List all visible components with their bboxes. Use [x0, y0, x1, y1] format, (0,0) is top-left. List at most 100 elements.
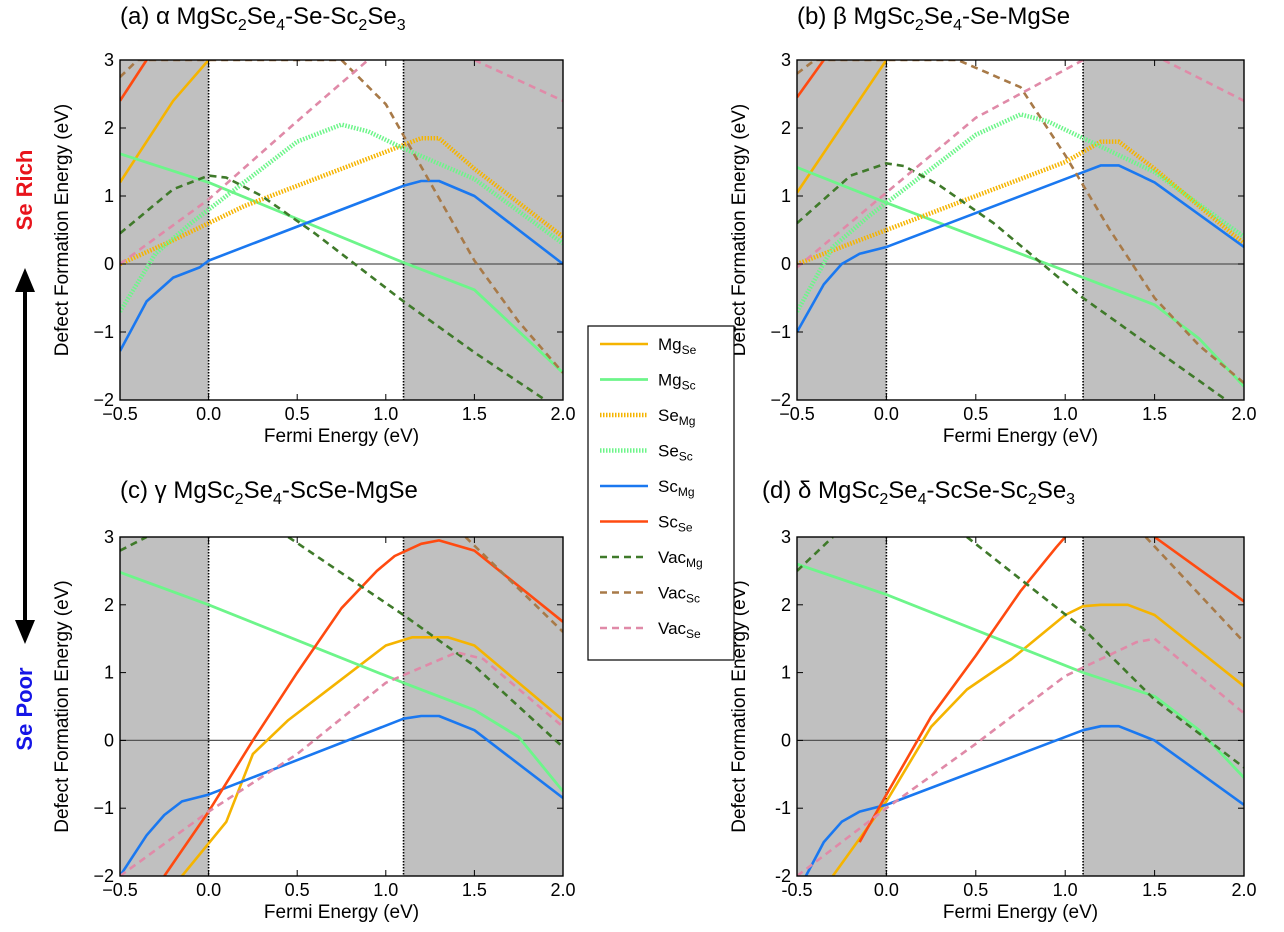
x-tick-label: −0.5: [779, 404, 815, 424]
panel-3: -0.5 0.0 0.5 1.0 1.5 2.0 -2 -1 0 1 2 3 Fermi Energy …: [729, 477, 1257, 923]
series-line-sc-mg: [120, 179, 563, 352]
y-tick-label: 1: [781, 663, 791, 683]
y-tick-label: −1: [93, 322, 114, 342]
y-tick-label: 1: [104, 186, 114, 206]
plot-frame: [796, 536, 1245, 877]
legend-label: ScSe: [658, 513, 693, 535]
series-line-se-sc: [120, 122, 563, 313]
x-tick-label: −0.5: [102, 880, 138, 900]
shaded-region: [797, 537, 887, 876]
x-tick-label: 1.0: [1053, 880, 1078, 900]
series-line-mg-se: [797, 60, 888, 194]
series-line-mg-se: [120, 60, 210, 184]
series-line-sc-se: [163, 539, 563, 876]
y-tick-label: −1: [93, 798, 114, 818]
arrow-head-up: [15, 268, 35, 292]
legend-item-vac-mg: VacMg: [600, 548, 703, 570]
y-tick-label: −2: [770, 390, 791, 410]
series-line-sc-se: [1153, 537, 1244, 603]
x-tick-label: 2.0: [1231, 404, 1256, 424]
x-tick-label: 0.0: [196, 880, 221, 900]
y-tick-label: −1: [770, 322, 791, 342]
series-line-sc-se: [797, 60, 825, 99]
panel-2: −0.5 0.0 0.5 1.0 1.5 2.0 −2 −1 0 1 2 3 Fermi Energy …: [52, 477, 576, 923]
y-tick-label: 0: [104, 254, 114, 274]
shaded-region: [403, 537, 563, 876]
x-tick-label: −0.5: [102, 404, 138, 424]
panel-title: (c) γ MgSc2Se4-ScSe-MgSe: [120, 477, 418, 508]
y-tick-label: 3: [781, 50, 791, 70]
legend-label: VacMg: [658, 548, 703, 570]
legend-label: MgSe: [658, 335, 697, 357]
y-axis-label: Defect Formation Energy (eV): [52, 580, 73, 832]
y-tick-label: −2: [93, 390, 114, 410]
legend-label: VacSe: [658, 619, 701, 641]
x-tick-label: 1.5: [1142, 404, 1167, 424]
x-axis-label: Fermi Energy (eV): [264, 426, 419, 447]
x-tick-label: 0.5: [285, 404, 310, 424]
plot-frame: [119, 536, 564, 877]
x-tick-label: 1.0: [373, 880, 398, 900]
series-line-vac-mg: [120, 174, 547, 400]
y-axis-label: Defect Formation Energy (eV): [729, 104, 750, 356]
panel-0: −0.5 0.0 0.5 1.0 1.5 2.0 −2 −1 0 1 2 3 Fermi Energy …: [52, 3, 576, 447]
x-tick-label: 0.5: [963, 880, 988, 900]
y-tick-label: 0: [781, 254, 791, 274]
x-tick-label: 2.0: [550, 404, 575, 424]
x-axis-label: Fermi Energy (eV): [943, 426, 1098, 447]
x-tick-label: 1.5: [462, 404, 487, 424]
y-tick-label: 3: [104, 527, 114, 547]
panel-title: (d) δ MgSc2Se4-ScSe-Sc2Se3: [762, 477, 1075, 508]
x-tick-label: -0.5: [781, 880, 812, 900]
series-line-vac-sc: [464, 537, 563, 633]
series-line-vac-se: [120, 650, 563, 876]
x-tick-label: 0.0: [874, 404, 899, 424]
y-tick-label: 0: [781, 730, 791, 750]
legend-label: SeMg: [658, 406, 695, 428]
series-line-vac-mg: [797, 162, 1227, 400]
shaded-region: [120, 60, 209, 400]
x-axis-label: Fermi Energy (eV): [943, 902, 1098, 923]
x-tick-label: 1.5: [462, 880, 487, 900]
series-group: [120, 60, 563, 400]
y-tick-label: -2: [775, 866, 791, 886]
y-tick-label: 2: [781, 595, 791, 615]
x-tick-label: 0.0: [196, 404, 221, 424]
series-line-vac-sc: [797, 60, 1244, 384]
series-line-vac-se: [797, 60, 1084, 269]
y-tick-label: 3: [781, 527, 791, 547]
series-line-sc-se: [120, 60, 148, 102]
legend-item-sc-se: ScSe: [600, 513, 693, 535]
x-tick-label: 1.5: [1142, 880, 1167, 900]
legend-box: [587, 325, 735, 661]
y-tick-label: 1: [781, 186, 791, 206]
x-tick-label: 1.0: [373, 404, 398, 424]
series-line-sc-se: [858, 537, 1067, 843]
plot-frame: [119, 59, 564, 401]
y-tick-label: 1: [104, 663, 114, 683]
y-tick-label: 3: [104, 50, 114, 70]
se-poor-label: Se Poor: [12, 667, 37, 751]
se-rich-label: Se Rich: [12, 150, 37, 231]
series-line-sc-mg: [804, 724, 1244, 876]
x-tick-label: 2.0: [1231, 880, 1256, 900]
legend: MgSe MgSc SeMg SeSc ScMg ScSe VacMg VacSc VacSe: [587, 325, 735, 661]
series-line-sc-mg: [797, 164, 1244, 333]
series-line-vac-sc: [120, 60, 563, 374]
series-line-se-mg: [797, 139, 1244, 267]
x-tick-label: 1.0: [1053, 404, 1078, 424]
y-tick-label: 0: [104, 730, 114, 750]
y-tick-label: −2: [93, 866, 114, 886]
series-line-se-sc: [797, 112, 1244, 313]
series-line-vac-se: [473, 60, 563, 102]
rich-poor-arrow: [15, 268, 35, 644]
series-line-vac-mg: [287, 537, 563, 749]
shaded-region: [1083, 537, 1244, 876]
legend-label: VacSc: [658, 584, 700, 606]
series-line-vac-se: [1162, 60, 1244, 102]
series-line-vac-se: [797, 637, 1244, 876]
x-tick-label: 0.5: [963, 404, 988, 424]
legend-item-se-mg: SeMg: [600, 406, 695, 428]
y-axis-label: Defect Formation Energy (eV): [52, 104, 73, 356]
